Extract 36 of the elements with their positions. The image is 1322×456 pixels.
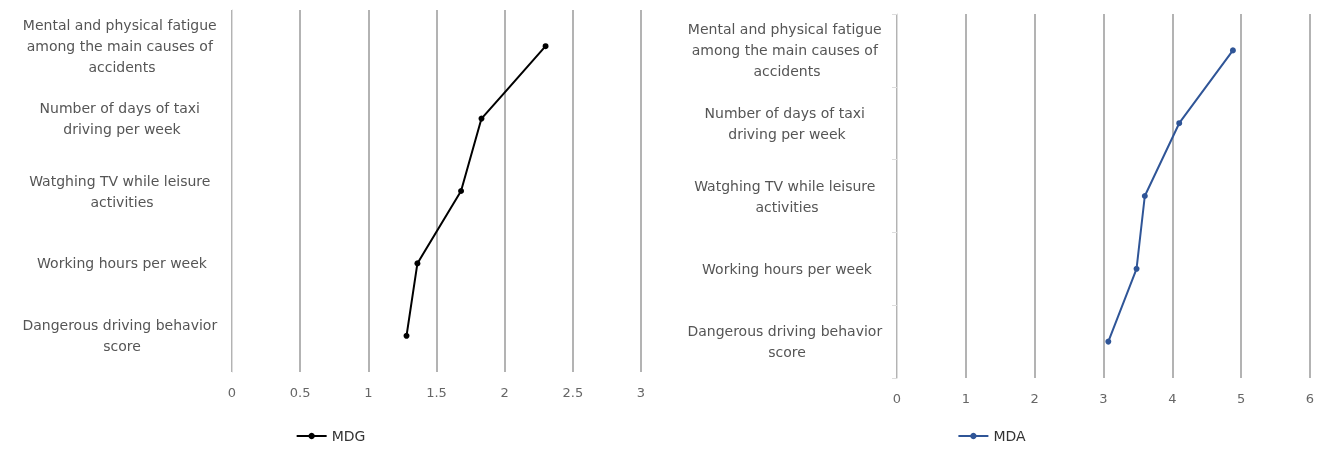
x-tick-label: 4 bbox=[1168, 391, 1177, 406]
y-tick-label: Dangerous driving behavior score bbox=[687, 323, 887, 361]
y-tick-label: Number of days of taxi driving per week bbox=[39, 100, 205, 138]
x-tick-label: 1 bbox=[961, 391, 970, 406]
x-tick-label: 2 bbox=[500, 385, 509, 400]
y-tick-label: Mental and physical fatigue among the main causes of accidents bbox=[22, 17, 222, 76]
point bbox=[478, 115, 485, 122]
point bbox=[542, 43, 549, 50]
y-tick-label: Mental and physical fatigue among the main causes of accidents bbox=[687, 21, 887, 80]
x-tick-label: 3 bbox=[1099, 391, 1108, 406]
y-tick-label: Working hours per week bbox=[37, 255, 208, 272]
point bbox=[1105, 338, 1112, 345]
x-tick-label: 3 bbox=[636, 385, 646, 400]
point bbox=[403, 332, 410, 339]
point bbox=[1176, 120, 1183, 127]
x-tick-label: 2 bbox=[1030, 391, 1039, 406]
y-tick-label: Working hours per week bbox=[702, 260, 873, 277]
point bbox=[1141, 193, 1148, 199]
point bbox=[414, 260, 421, 267]
legend-label: MDA bbox=[993, 428, 1027, 444]
legend-label: MDG bbox=[331, 428, 366, 444]
x-tick-label: 6 bbox=[1305, 391, 1315, 406]
y-tick-label: Watghing TV while leisure activities bbox=[694, 177, 880, 215]
y-tick-label: Dangerous driving behavior score bbox=[22, 317, 222, 355]
point bbox=[1133, 265, 1140, 272]
x-tick-label: 0 bbox=[892, 391, 902, 406]
x-tick-label: 5 bbox=[1237, 391, 1246, 406]
x-tick-label: 0.5 bbox=[289, 385, 311, 400]
x-tick-label: 2.5 bbox=[562, 385, 584, 400]
y-tick-label: Number of days of taxi driving per week bbox=[704, 104, 870, 142]
x-tick-label: 1 bbox=[364, 385, 373, 400]
point bbox=[458, 188, 465, 194]
x-tick-label: 0 bbox=[227, 385, 237, 400]
y-tick-label: Watghing TV while leisure activities bbox=[29, 172, 215, 210]
point bbox=[1229, 47, 1236, 54]
x-tick-label: 1.5 bbox=[426, 385, 447, 400]
